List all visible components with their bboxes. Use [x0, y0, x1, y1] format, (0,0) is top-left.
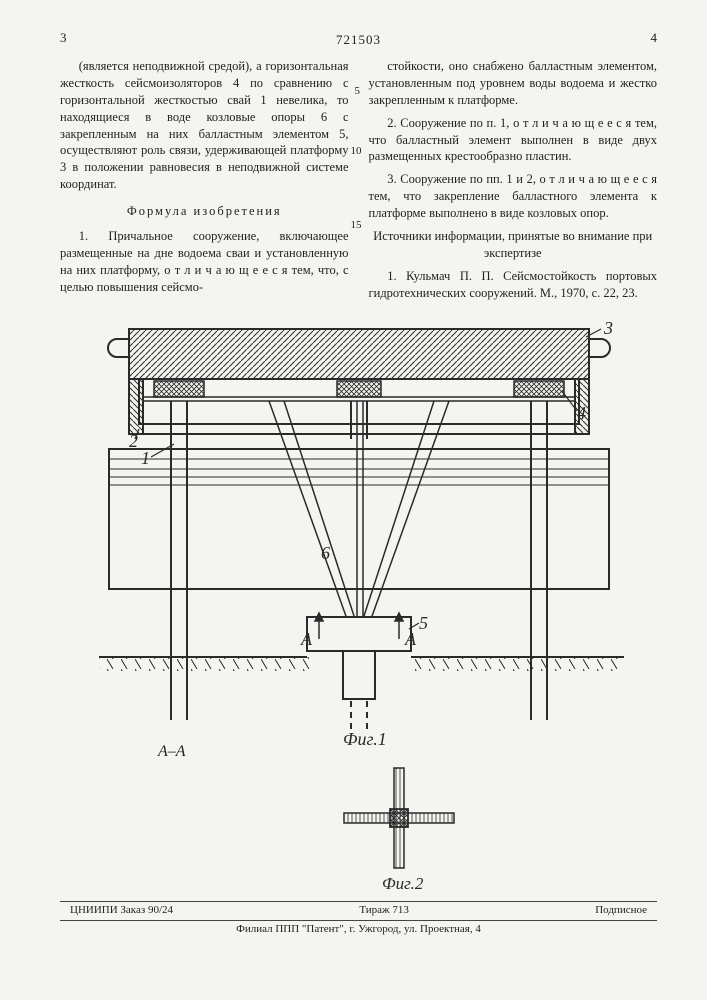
left-para-1: (является неподвижной средой), а горизон…: [60, 58, 349, 193]
source-1: 1. Кульмач П. П. Сейсмостойкость портовы…: [369, 268, 658, 302]
sources-title: Источники информации, принятые во вниман…: [369, 228, 658, 262]
line-num-15: 15: [351, 218, 362, 233]
column-right: 5 10 15 стойкости, оно снабжено балластн…: [369, 58, 658, 307]
figure-1: 3 4 2 1 6 5 A A Фиг.1: [60, 319, 657, 749]
figure-2: A–A Фиг.2: [150, 743, 657, 893]
line-num-5: 5: [355, 84, 361, 99]
footer-tirazh: Тираж 713: [359, 904, 409, 916]
claim-1: 1. Причальное сооружение, включающее раз…: [60, 228, 349, 296]
fig2-caption: Фиг.2: [382, 874, 424, 893]
column-left: (является неподвижной средой), а горизон…: [60, 58, 349, 307]
label-1: 1: [141, 448, 150, 468]
footer-signed: Подписное: [595, 904, 647, 916]
label-A-left: A: [300, 629, 313, 649]
section-label: A–A: [158, 743, 657, 761]
label-6: 6: [321, 543, 330, 563]
water: [109, 449, 609, 589]
label-A-right: A: [404, 629, 417, 649]
label-5: 5: [419, 613, 428, 633]
line-num-10: 10: [351, 144, 362, 159]
footer-address: Филиал ППП "Патент", г. Ужгород, ул. Про…: [60, 923, 657, 935]
right-cont: стойкости, оно снабжено балластным элеме…: [369, 58, 658, 109]
patent-number: 721503: [60, 32, 657, 48]
label-4: 4: [577, 403, 586, 423]
ballast: [307, 617, 411, 699]
page-num-left: 3: [60, 30, 67, 46]
claim-2: 2. Сооружение по п. 1, о т л и ч а ю щ е…: [369, 115, 658, 166]
fig1-caption: Фиг.1: [343, 729, 387, 749]
page-num-right: 4: [651, 30, 658, 46]
isolators: [143, 381, 575, 401]
platform: [108, 329, 610, 379]
footer-order: ЦНИИПИ Заказ 90/24: [70, 904, 173, 916]
label-3: 3: [603, 319, 613, 338]
claim-3: 3. Сооружение по пп. 1 и 2, о т л и ч а …: [369, 171, 658, 222]
text-columns: (является неподвижной средой), а горизон…: [60, 58, 657, 307]
formula-title: Формула изобретения: [60, 203, 349, 220]
footer: ЦНИИПИ Заказ 90/24 Тираж 713 Подписное Ф…: [60, 901, 657, 935]
